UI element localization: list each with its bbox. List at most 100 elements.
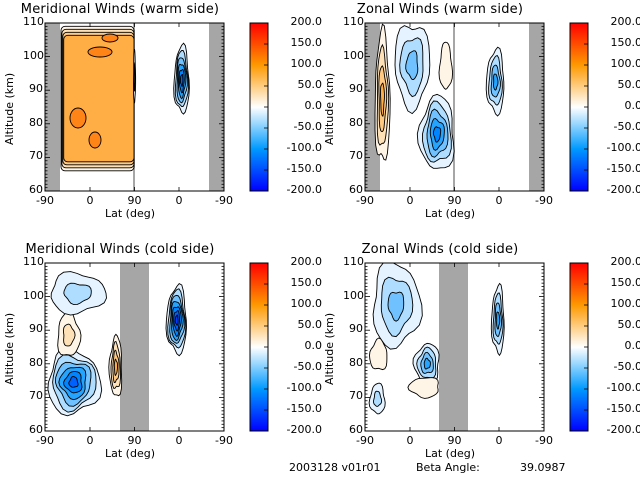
contour-level xyxy=(387,291,405,322)
positive-cell-left xyxy=(369,337,388,371)
colorbar-tick-label: 0.0 xyxy=(304,99,323,112)
colorbar-tick-label: -200.0 xyxy=(286,423,322,436)
y-tick-label: 70 xyxy=(29,149,43,163)
contour-level xyxy=(438,41,454,90)
no-data-band xyxy=(529,23,544,191)
x-tick-label: -90 xyxy=(36,194,54,207)
x-tick-label: 0 xyxy=(406,194,414,207)
y-axis-label: Altitude (km) xyxy=(323,312,336,385)
y-tick-label: 90 xyxy=(29,322,43,336)
y-tick-label: 110 xyxy=(343,255,364,268)
westward-lower-core xyxy=(412,342,440,385)
colorbar-tick-label: -100.0 xyxy=(286,141,322,154)
colorbar-tick-label: 100.0 xyxy=(610,57,640,70)
x-tick-label: 90 xyxy=(127,434,142,447)
contour-level xyxy=(87,46,113,58)
y-axis-label: Altitude (km) xyxy=(323,72,336,145)
y-tick-label: 70 xyxy=(349,149,363,163)
colorbar-tick-label: 150.0 xyxy=(290,36,323,49)
footer-beta-label: Beta Angle: xyxy=(416,461,480,474)
no-data-band xyxy=(209,23,224,191)
westward-upper-band xyxy=(372,263,423,350)
plot-area xyxy=(365,263,544,431)
y-axis-label: Altitude (km) xyxy=(3,72,16,145)
x-axis-label: Lat (deg) xyxy=(425,207,475,220)
contour-level xyxy=(493,73,499,91)
panel-zonal-cold: Zonal Winds (cold side) 200.0 150.0 100.0 50… xyxy=(320,240,640,480)
westward-lower-core xyxy=(416,93,455,169)
contour-level xyxy=(113,358,118,377)
small-positive-upper xyxy=(438,41,454,90)
positive-cells-low xyxy=(407,377,439,399)
contour-level xyxy=(174,314,179,326)
y-tick-label: 110 xyxy=(23,15,44,28)
contour-level xyxy=(496,311,501,330)
colorbar-tick-label: 150.0 xyxy=(610,36,640,49)
colorbar-tick-label: -150.0 xyxy=(286,162,322,175)
x-tick-label: -90 xyxy=(36,434,54,447)
y-tick-label: 80 xyxy=(349,355,363,369)
colorbar-tick-label: 100.0 xyxy=(610,297,640,310)
colorbar-tick-label: 200.0 xyxy=(610,15,640,28)
colorbar-tick-label: -150.0 xyxy=(286,402,322,415)
footer-beta-value: 39.0987 xyxy=(520,461,566,474)
colorbar-tick-label: -100.0 xyxy=(286,381,322,394)
panel-zonal-warm: Zonal Winds (warm side) 200.0 150.0 100.0 50… xyxy=(320,0,640,240)
strong-northward-core xyxy=(47,346,103,417)
chart-title: Zonal Winds (cold side) xyxy=(361,242,519,257)
colorbar-tick-label: 0.0 xyxy=(624,339,640,352)
y-tick-label: 70 xyxy=(349,389,363,403)
colorbar-tick-label: 50.0 xyxy=(297,78,323,91)
colorbar-tick-label: -50.0 xyxy=(293,360,322,373)
x-tick-label: 0 xyxy=(86,194,94,207)
y-tick-label: 100 xyxy=(343,288,364,302)
contour-level xyxy=(179,73,184,88)
y-tick-label: 60 xyxy=(349,183,363,196)
colorbar-tick-label: -200.0 xyxy=(286,183,322,196)
chart-title: Meridional Winds (cold side) xyxy=(25,242,215,257)
positive-cell-edge xyxy=(108,333,123,397)
opposite-side-core xyxy=(485,46,505,117)
x-tick-label: -90 xyxy=(356,194,374,207)
positive-cell-mid xyxy=(57,310,82,356)
colorbar-tick-label: 50.0 xyxy=(297,318,323,331)
contour-level xyxy=(407,377,439,399)
y-tick-label: 110 xyxy=(343,15,364,28)
upper-cells xyxy=(50,271,107,316)
y-tick-label: 100 xyxy=(23,288,44,302)
contour-plot xyxy=(364,262,589,432)
x-tick-label: -90 xyxy=(356,434,374,447)
colorbar-tick-label: 50.0 xyxy=(617,78,640,91)
y-axis-label: Altitude (km) xyxy=(3,312,16,385)
contour-level xyxy=(133,61,136,92)
x-tick-label: 0 xyxy=(406,434,414,447)
contour-level xyxy=(88,131,102,149)
separator-band xyxy=(453,23,455,191)
colorbar-tick-label: -50.0 xyxy=(613,360,640,373)
x-tick-label: 0 xyxy=(495,434,503,447)
contour-level xyxy=(63,282,92,306)
y-tick-label: 60 xyxy=(349,423,363,436)
contour-level xyxy=(369,337,388,371)
footer-date-version: 2003128 v01r01 xyxy=(289,461,381,474)
contour-level xyxy=(373,390,383,407)
y-tick-label: 80 xyxy=(29,115,43,129)
colorbar-tick-label: -100.0 xyxy=(606,381,640,394)
contour-level xyxy=(405,50,419,80)
y-tick-label: 110 xyxy=(23,255,44,268)
y-tick-label: 100 xyxy=(343,48,364,62)
x-tick-label: -90 xyxy=(535,194,553,207)
y-tick-label: 60 xyxy=(29,423,43,436)
y-tick-label: 90 xyxy=(349,82,363,96)
x-tick-label: 0 xyxy=(175,434,183,447)
contour-level xyxy=(68,376,79,388)
x-tick-label: 90 xyxy=(127,194,142,207)
y-tick-label: 60 xyxy=(29,183,43,196)
westward-upper xyxy=(394,25,431,115)
colorbar-tick-label: 0.0 xyxy=(304,339,323,352)
x-axis-label: Lat (deg) xyxy=(105,207,155,220)
contour-plot xyxy=(364,22,589,192)
y-tick-label: 70 xyxy=(29,389,43,403)
colorbar-tick-label: 50.0 xyxy=(617,318,640,331)
contour-level xyxy=(380,82,385,117)
